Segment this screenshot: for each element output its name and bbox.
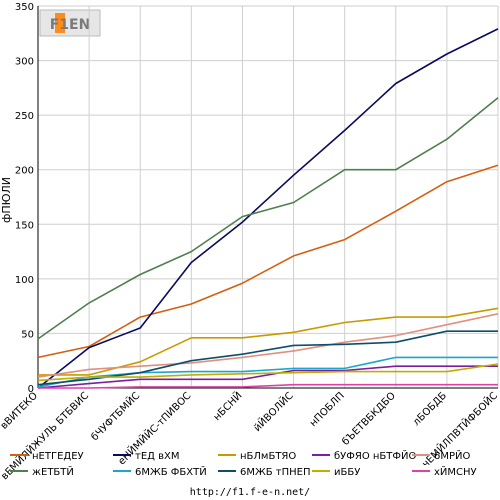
legend-item: жЕТБТЙ <box>10 465 74 478</box>
legend-item: 6МЖБ тПНЕП <box>218 467 311 478</box>
y-tick-label: 100 <box>15 275 34 286</box>
x-tick-label: нПОБЛП <box>308 390 347 429</box>
y-axis-label: фПЮЛИ <box>0 177 13 223</box>
series-line <box>37 97 499 340</box>
legend-label: 6МРЙО <box>434 449 471 462</box>
x-tick-label: бЧУФТБМЙС <box>88 389 142 443</box>
legend-label: хЙМСНУ <box>434 465 477 478</box>
legend-label: тЕД вХМ <box>135 451 180 462</box>
y-tick-label: 0 <box>28 384 34 395</box>
y-tick-label: 250 <box>15 111 34 122</box>
legend-label: 6МЖБ тПНЕП <box>240 467 311 478</box>
series-line <box>37 313 499 378</box>
x-tick-label: нБСНЙ <box>210 389 244 423</box>
y-tick-label: 350 <box>15 2 34 13</box>
x-tick-label: вВИТЕКО <box>0 390 40 432</box>
logo-text: F1EN <box>50 17 91 33</box>
x-tick-label: йЙВОЛЙС <box>251 389 296 434</box>
series-line <box>37 28 499 389</box>
legend-item: нБЛмБТЯО <box>218 451 296 462</box>
legend-label: иББУ <box>334 467 360 478</box>
logo: F1EN <box>39 9 101 37</box>
series-line <box>37 365 498 389</box>
legend-item: иББУ <box>312 467 360 478</box>
legend-item: 6МЖБ ФБХТЙ <box>113 465 207 478</box>
legend-item: бУФЯО нБТФЙО <box>312 449 416 462</box>
y-tick-label: 150 <box>15 220 34 231</box>
x-tick-label: бЪЕТВБКДБО <box>340 390 398 448</box>
series-line <box>37 356 498 388</box>
x-tick-label: лБОБДБ <box>411 390 449 428</box>
legend-label: нБЛмБТЯО <box>240 451 296 462</box>
legend-label: бУФЯО нБТФЙО <box>334 449 416 462</box>
series-line <box>37 363 499 382</box>
legend-item: 6МРЙО <box>412 449 471 462</box>
y-tick-label: 300 <box>15 57 34 68</box>
legend-item: нЕТГЕДЕУ <box>10 451 84 462</box>
footer-url[interactable]: http://f1.f-e-n.net/ <box>190 487 310 498</box>
grid <box>37 5 499 389</box>
legend-label: 6МЖБ ФБХТЙ <box>135 465 207 478</box>
series-line <box>37 330 498 386</box>
y-tick-label: 200 <box>15 166 34 177</box>
series-line <box>38 383 498 389</box>
legend-label: жЕТБТЙ <box>32 465 74 478</box>
series-lines <box>37 28 499 389</box>
series-line <box>37 164 499 359</box>
legend-label: нЕТГЕДЕУ <box>32 451 84 462</box>
y-tick-label: 50 <box>21 329 34 340</box>
legend-item: хЙМСНУ <box>412 465 477 478</box>
legend: нЕТГЕДЕУ тЕД вХМ нБЛмБТЯО бУФЯО нБТФЙО 6МРЙО… <box>10 449 477 478</box>
legend-item: тЕД вХМ <box>113 451 180 462</box>
series-line <box>38 307 499 376</box>
